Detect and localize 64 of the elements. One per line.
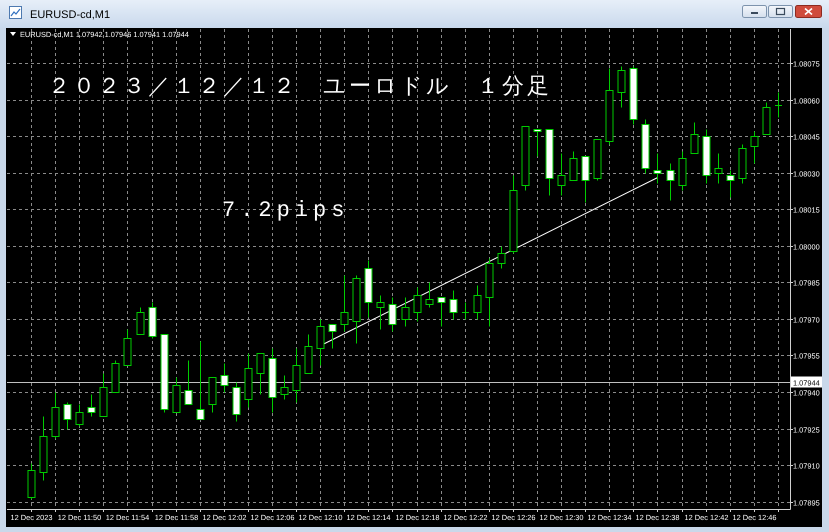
candlestick: [292, 348, 300, 403]
candlestick: [340, 275, 348, 332]
candlestick: [438, 297, 446, 327]
candlestick: [352, 275, 360, 344]
candlestick: [232, 382, 240, 422]
candlestick: [364, 260, 372, 318]
candlestick: [100, 373, 108, 417]
candlestick: [52, 392, 60, 439]
candlestick: [316, 319, 324, 366]
candlestick: [112, 360, 120, 393]
candlestick: [196, 341, 204, 420]
candlestick: [474, 285, 482, 320]
candlestick: [510, 175, 518, 254]
candlestick: [388, 297, 396, 332]
candlestick: [690, 122, 698, 154]
candlestick: [426, 282, 434, 308]
candlestick: [402, 297, 410, 327]
candlestick: [184, 360, 192, 405]
candlestick: [630, 66, 638, 125]
text: EURUSD-cd,M1: [30, 9, 110, 21]
candlestick: [268, 348, 276, 413]
candlestick: [148, 302, 156, 339]
candlestick: [702, 129, 710, 184]
candlestick: [738, 144, 746, 184]
candlestick: [558, 153, 566, 196]
annotation: 7.2pips: [222, 198, 350, 223]
candlestick: [546, 129, 554, 196]
candlestick: [594, 139, 602, 181]
candlestick: [618, 66, 626, 108]
candlestick: [582, 156, 590, 203]
candlestick: [136, 307, 144, 335]
candlestick: [534, 129, 542, 157]
candlestick: [462, 302, 470, 320]
candlestick: [750, 131, 758, 164]
text: ２０２３／１２／１２ ユーロドル １分足: [48, 74, 552, 99]
candlestick: [208, 377, 216, 413]
candlestick: [40, 416, 48, 481]
candlestick: [666, 163, 674, 201]
candlestick: [28, 463, 36, 500]
candlestick: [160, 334, 168, 413]
candlestick: [280, 375, 288, 400]
candlestick: [172, 377, 180, 413]
candlestick: [642, 119, 650, 174]
candlestick: [244, 353, 252, 408]
candlestick: [486, 258, 494, 327]
candlestick: [256, 353, 264, 395]
candlestick: [88, 394, 96, 417]
candlestick: [522, 126, 530, 191]
candlestick: [606, 68, 614, 145]
candlestick: [64, 402, 72, 430]
candlestick: [376, 295, 384, 330]
candlestick: [76, 404, 84, 427]
candlestick: [124, 329, 132, 366]
candlestick: [414, 287, 422, 322]
candlestick: [726, 170, 734, 198]
candlestick: [570, 151, 578, 181]
candlestick: [220, 363, 228, 393]
candlestick: [678, 151, 686, 191]
candlestick: [304, 334, 312, 374]
candlestick: [714, 153, 722, 184]
candlestick: [762, 102, 770, 135]
candlestick: [498, 246, 506, 269]
candlestick: [450, 290, 458, 320]
candlestick: [774, 92, 782, 118]
